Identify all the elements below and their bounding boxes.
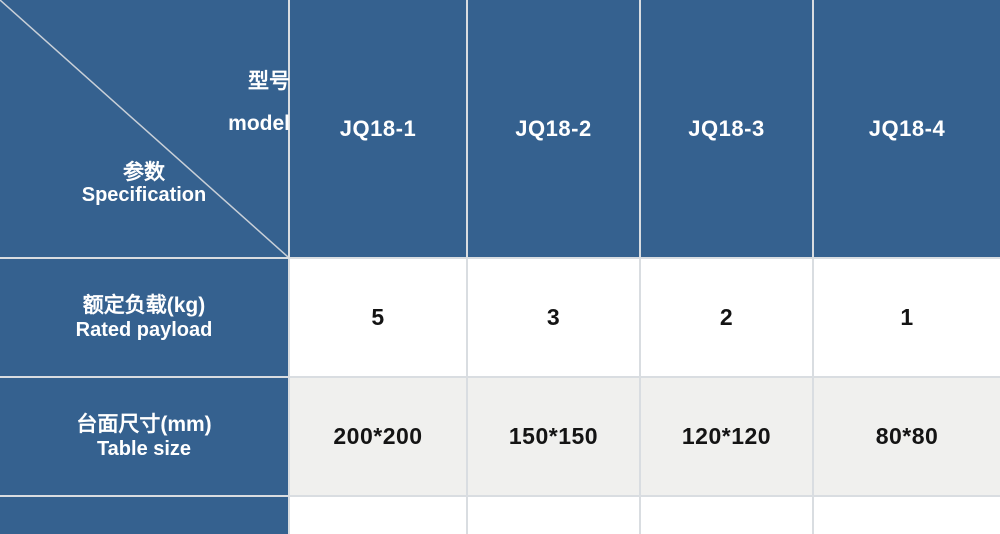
column-header-jq18-1: JQ18-1: [290, 0, 466, 257]
spec-axis-label: 参数 Specification: [0, 161, 288, 207]
value-table-size-jq18-1: 200*200: [290, 378, 466, 495]
row-label-rated-payload: 额定负载(kg) Rated payload: [0, 259, 288, 376]
value-partial-jq18-3: [641, 497, 812, 534]
column-header-jq18-2: JQ18-2: [468, 0, 639, 257]
value-rated-payload-jq18-3: 2: [641, 259, 812, 376]
value-rated-payload-jq18-1: 5: [290, 259, 466, 376]
value-partial-jq18-1: [290, 497, 466, 534]
table-size-label-en: Table size: [96, 437, 192, 460]
diagonal-divider-line: [0, 0, 288, 257]
value-partial-jq18-2: [468, 497, 639, 534]
value-table-size-jq18-3: 120*120: [641, 378, 812, 495]
value-table-size-jq18-4: 80*80: [814, 378, 1000, 495]
row-label-partial: [0, 497, 288, 534]
value-rated-payload-jq18-2: 3: [468, 259, 639, 376]
model-label-en: model: [228, 112, 290, 135]
rated-payload-label-en: Rated payload: [75, 318, 213, 341]
column-header-jq18-3: JQ18-3: [641, 0, 812, 257]
column-header-jq18-4: JQ18-4: [814, 0, 1000, 257]
rated-payload-label-zh: 额定负载(kg): [82, 293, 206, 317]
model-axis-label: 型号 model: [228, 70, 290, 136]
value-partial-jq18-4: [814, 497, 1000, 534]
model-label-zh: 型号: [248, 70, 290, 93]
value-table-size-jq18-2: 150*150: [468, 378, 639, 495]
spec-label-en: Specification: [81, 184, 207, 206]
row-label-table-size: 台面尺寸(mm) Table size: [0, 378, 288, 495]
table-size-label-zh: 台面尺寸(mm): [76, 412, 212, 436]
corner-header-cell: 型号 model 参数 Specification: [0, 0, 290, 257]
value-rated-payload-jq18-4: 1: [814, 259, 1000, 376]
spec-label-zh: 参数: [123, 161, 165, 184]
